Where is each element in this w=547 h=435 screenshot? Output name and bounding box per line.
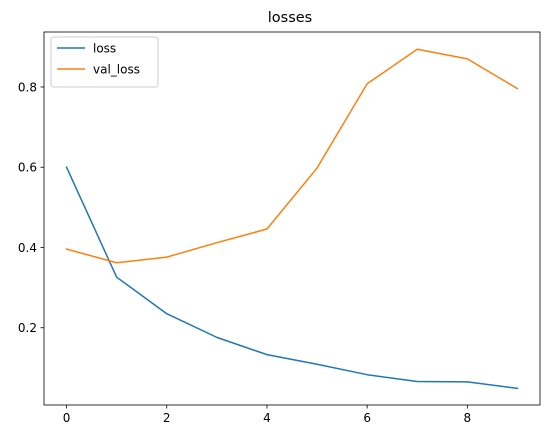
x-tick-label: 6: [363, 411, 371, 425]
legend-label-loss: loss: [93, 41, 116, 55]
series-line-loss: [65, 166, 519, 390]
x-tick-label: 8: [464, 411, 472, 425]
y-axis: 0.2 0.4 0.6 0.8: [18, 80, 44, 335]
x-tick-label: 0: [63, 411, 71, 425]
legend-box: [50, 36, 159, 88]
y-tick-label: 0.2: [18, 321, 37, 335]
legend-label-val-loss: val_loss: [93, 62, 140, 76]
series-layer: [65, 48, 519, 390]
y-tick-label: 0.8: [18, 80, 37, 94]
x-tick-label: 2: [163, 411, 171, 425]
legend: loss val_loss: [50, 36, 159, 88]
y-tick-label: 0.4: [18, 241, 37, 255]
series-line-val-loss: [65, 48, 519, 264]
chart-title: losses: [268, 10, 312, 26]
x-axis: 0 2 4 6 8: [63, 405, 471, 425]
y-tick-label: 0.6: [18, 161, 37, 175]
axes-frame: [43, 31, 541, 406]
x-tick-label: 4: [263, 411, 271, 425]
